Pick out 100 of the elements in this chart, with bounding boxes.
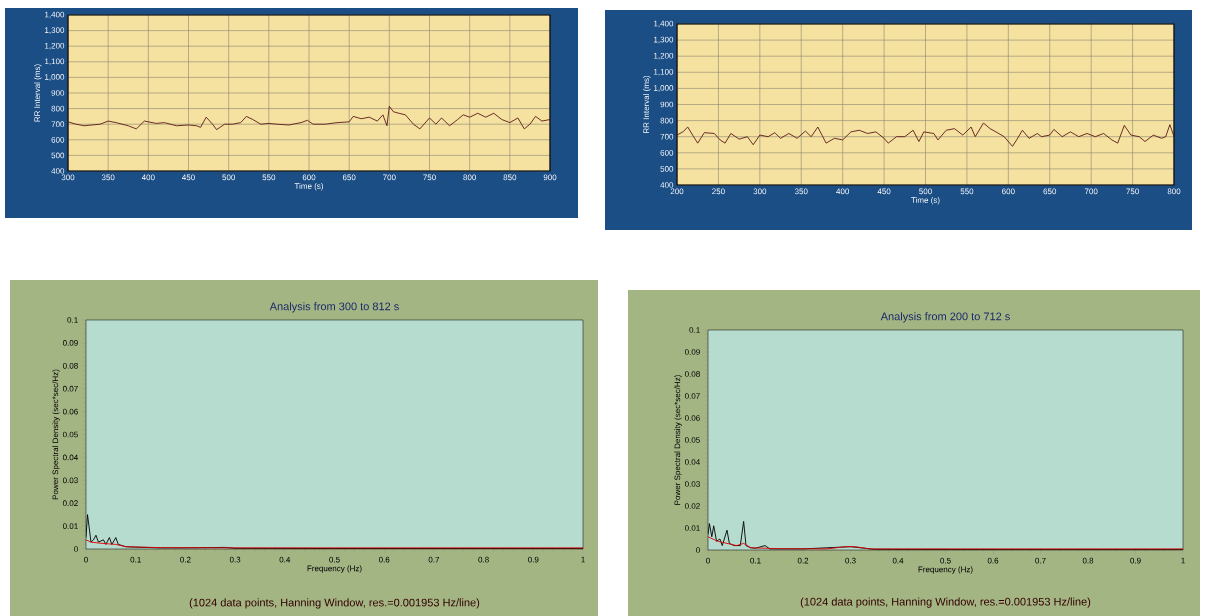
y-tick-label: 800 — [51, 105, 65, 112]
x-tick-label: 300 — [753, 188, 767, 195]
y-tick-label: 0.07 — [62, 385, 78, 392]
text: (1024 data points, Hanning Window, res.=0.001953 Hz/line) — [800, 597, 1091, 608]
x-tick-label: 400 — [141, 174, 155, 181]
y-tick-label: 900 — [660, 101, 674, 108]
x-tick-label: 0.9 — [528, 556, 539, 563]
y-tick-label: 600 — [51, 136, 65, 143]
x-tick-label: 0.5 — [940, 557, 951, 564]
x-tick-label: 900 — [543, 174, 557, 181]
x-tick-label: 0.5 — [329, 556, 340, 563]
x-tick-label: 550 — [960, 188, 974, 195]
x-tick-label: 800 — [463, 174, 477, 181]
y-tick-label: 600 — [660, 149, 674, 156]
y-axis-title: Power Spectral Density (sec*sec/Hz) — [674, 375, 682, 505]
y-tick-label: 1,000 — [45, 74, 65, 81]
y-tick-label: 1,200 — [654, 52, 674, 60]
x-tick-label: 0.7 — [1035, 557, 1046, 564]
x-tick-label: 0.1 — [750, 557, 761, 564]
x-tick-label: 250 — [712, 188, 725, 195]
y-tick-label: 500 — [660, 166, 674, 172]
x-tick-label: 550 — [262, 174, 276, 181]
x-axis-title: Time (s) — [911, 197, 940, 205]
y-tick-label: 0.01 — [684, 525, 700, 531]
y-tick-label: 1,400 — [654, 20, 674, 28]
x-tick-label: 650 — [342, 174, 356, 181]
x-tick-label: 850 — [503, 174, 517, 181]
x-tick-label: 0.7 — [428, 556, 440, 563]
y-tick-label: 1,100 — [654, 68, 674, 76]
x-tick-label: 0.1 — [130, 556, 141, 563]
y-tick-label: 1,100 — [45, 58, 65, 66]
y-tick-label: 0.04 — [62, 454, 78, 461]
x-tick-label: 0.4 — [892, 557, 904, 564]
x-tick-label: 0.3 — [229, 556, 241, 563]
y-tick-label: 1,000 — [654, 85, 674, 92]
y-tick-label: 400 — [51, 168, 65, 174]
y-tick-label: 0.05 — [684, 437, 700, 443]
x-tick-label: 600 — [302, 174, 316, 181]
y-tick-label: 0.1 — [67, 317, 78, 323]
y-tick-label: 700 — [51, 121, 65, 128]
x-tick-label: 0.8 — [478, 556, 489, 563]
x-tick-label: 750 — [1126, 188, 1139, 195]
y-axis-title: RR Interval (ms) — [34, 64, 42, 122]
x-tick-label: 450 — [182, 174, 195, 181]
y-axis-title: Power Spectral Density (sec*sec/Hz) — [52, 369, 60, 500]
x-tick-label: 350 — [101, 174, 115, 181]
x-axis-title: Time (s) — [294, 183, 324, 191]
y-axis-title: RR Interval (ms) — [643, 75, 651, 133]
x-tick-label: 0 — [706, 557, 710, 564]
x-tick-label: 300 — [61, 174, 75, 181]
y-tick-label: 0 — [74, 546, 78, 552]
y-tick-label: 0.09 — [62, 340, 78, 346]
y-tick-label: 0.03 — [684, 481, 700, 487]
x-tick-label: 1 — [581, 556, 585, 563]
y-tick-label: 500 — [51, 152, 65, 159]
y-tick-label: 0.06 — [684, 415, 700, 421]
y-tick-label: 0.02 — [684, 503, 700, 509]
y-tick-label: 1,200 — [45, 42, 65, 50]
y-tick-label: 1,300 — [654, 36, 674, 44]
y-tick-label: 0.05 — [62, 431, 78, 438]
x-tick-label: 750 — [423, 174, 436, 181]
y-tick-label: 0.04 — [684, 459, 700, 465]
y-tick-label: 1,300 — [45, 27, 65, 34]
y-tick-label: 0.07 — [684, 393, 700, 399]
x-tick-label: 700 — [383, 174, 396, 181]
y-tick-label: 0.09 — [684, 349, 700, 355]
x-axis-title: Frequency (Hz) — [307, 565, 362, 573]
x-tick-label: 350 — [794, 188, 808, 195]
x-tick-label: 450 — [877, 188, 891, 195]
chart-title: Analysis from 300 to 812 s — [269, 302, 399, 313]
x-tick-label: 500 — [919, 188, 932, 195]
x-tick-label: 0.2 — [180, 556, 191, 563]
x-tick-label: 0.4 — [279, 556, 291, 563]
y-tick-label: 0.02 — [62, 500, 78, 507]
y-tick-label: 0.08 — [62, 362, 78, 369]
y-tick-label: 900 — [51, 90, 65, 96]
x-tick-label: 0.8 — [1082, 557, 1094, 564]
x-tick-label: 0 — [84, 556, 88, 563]
x-tick-label: 1 — [1181, 557, 1185, 564]
y-tick-label: 0.06 — [62, 408, 78, 415]
x-tick-label: 700 — [1084, 188, 1098, 195]
y-tick-label: 1,400 — [45, 11, 65, 19]
x-tick-label: 0.3 — [845, 557, 856, 564]
x-tick-label: 200 — [670, 188, 684, 195]
x-axis-title: Frequency (Hz) — [918, 566, 973, 574]
x-tick-label: 400 — [836, 188, 850, 195]
x-tick-label: 500 — [222, 174, 236, 181]
x-tick-label: 0.2 — [797, 557, 809, 564]
y-tick-label: 400 — [660, 182, 674, 188]
x-tick-label: 0.6 — [987, 557, 999, 564]
x-tick-label: 0.9 — [1130, 557, 1141, 564]
x-tick-label: 0.6 — [378, 556, 390, 563]
x-tick-label: 800 — [1167, 188, 1181, 195]
y-tick-label: 800 — [660, 117, 674, 124]
x-tick-label: 600 — [1002, 188, 1015, 195]
y-tick-label: 0.1 — [689, 327, 700, 333]
x-tick-label: 650 — [1043, 188, 1057, 195]
y-tick-label: 700 — [660, 133, 674, 140]
y-tick-label: 0.08 — [684, 371, 700, 377]
chart-title: Analysis from 200 to 712 s — [880, 312, 1010, 323]
